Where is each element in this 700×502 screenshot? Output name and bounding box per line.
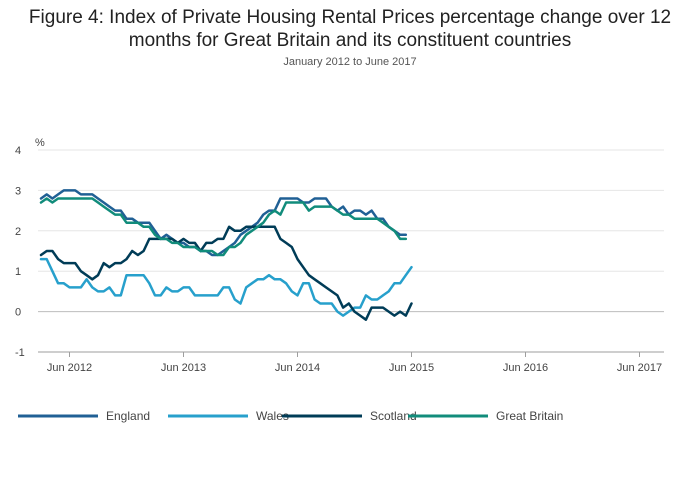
legend: England Wales Scotland Great Britain: [18, 409, 563, 423]
legend-label: Scotland: [370, 409, 417, 423]
y-tick-label: -1: [15, 347, 25, 359]
x-tick-label: Jun 2013: [161, 362, 206, 374]
series-lines: [39, 189, 413, 321]
y-tick-label: 1: [15, 266, 21, 278]
series-line-wales: [39, 257, 413, 317]
x-tick-label: Jun 2012: [47, 362, 92, 374]
x-tick-label: Jun 2016: [503, 362, 548, 374]
series-line-scotland: [39, 225, 413, 321]
series-line-great-britain: [39, 197, 408, 257]
legend-label: Great Britain: [496, 409, 563, 423]
legend-label: Wales: [256, 409, 289, 423]
y-tick-label: 3: [15, 185, 21, 197]
y-tick-label: 0: [15, 307, 21, 319]
x-axis: Jun 2012 Jun 2013 Jun 2014 Jun 2015 Jun 2016…: [38, 351, 664, 374]
chart-subtitle: January 2012 to June 2017: [283, 56, 417, 68]
series-line-england: [39, 189, 408, 257]
y-axis-label: %: [35, 137, 45, 149]
y-tick-label: 2: [15, 226, 21, 238]
x-tick-label: Jun 2017: [617, 362, 662, 374]
y-tick-label: 4: [15, 145, 21, 157]
chart-title: Figure 4: Index of Private Housing Renta…: [28, 7, 672, 51]
y-axis: -1 0 1 2 3 4%: [15, 137, 45, 359]
x-tick-label: Jun 2015: [389, 362, 434, 374]
x-tick-label: Jun 2014: [275, 362, 320, 374]
legend-label: England: [106, 409, 150, 423]
